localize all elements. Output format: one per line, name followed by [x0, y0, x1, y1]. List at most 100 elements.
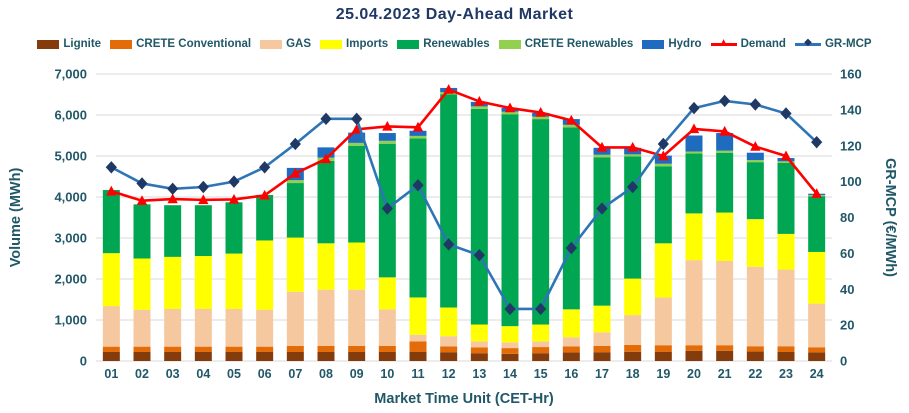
- bar-segment-lignite: [624, 351, 642, 361]
- demand-marker: [136, 195, 148, 205]
- bar-segment-crete-renewables: [378, 140, 396, 144]
- x-axis-tick: 06: [258, 367, 272, 381]
- bar-segment-hydro: [746, 152, 764, 161]
- x-axis-tick: 09: [350, 367, 364, 381]
- x-axis-tick: 23: [779, 367, 793, 381]
- demand-marker: [412, 121, 424, 132]
- bar-segment-crete-conventional: [256, 346, 274, 352]
- legend-marker-icon: ▲: [718, 37, 729, 48]
- bar-segment-renewables: [654, 166, 672, 244]
- bar-segment-lignite: [777, 351, 795, 361]
- bar-segment-renewables: [133, 204, 151, 259]
- gr-mcp-marker: [228, 175, 240, 188]
- bar-segment-gas: [440, 336, 458, 347]
- demand-marker: [443, 84, 454, 94]
- x-axis-tick: 02: [135, 367, 149, 381]
- bar-segment-imports: [746, 219, 764, 267]
- bar-segment-imports: [593, 305, 611, 333]
- bar-segment-renewables: [194, 205, 212, 257]
- bar-segment-gas: [562, 337, 580, 347]
- legend-swatch-icon: [498, 39, 521, 49]
- bar-segment-crete-renewables: [532, 116, 550, 120]
- demand-marker: [198, 194, 209, 205]
- bar-segment-crete-conventional: [808, 347, 826, 353]
- x-axis-tick: 14: [503, 367, 517, 381]
- bar-segment-renewables: [440, 94, 458, 308]
- bar-segment-renewables: [470, 108, 488, 325]
- bar-segment-lignite: [256, 351, 274, 361]
- bar-segment-renewables: [409, 138, 427, 298]
- legend-item-hydro: Hydro: [642, 38, 702, 50]
- legend-item-gas: GAS: [260, 38, 311, 50]
- bar-segment-imports: [440, 307, 458, 337]
- bar-segment-lignite: [317, 351, 335, 361]
- bar-segment-crete-conventional: [286, 345, 304, 352]
- bar-segment-imports: [532, 324, 550, 342]
- demand-marker: [259, 189, 270, 200]
- demand-marker: [167, 193, 178, 204]
- x-axis-tick: 20: [687, 367, 701, 381]
- bar-segment-lignite: [286, 351, 304, 361]
- bar-segment-lignite: [654, 351, 672, 361]
- y-axis-tick-right: 160: [840, 67, 862, 82]
- demand-marker: [750, 141, 761, 151]
- gr-mcp-marker: [259, 161, 271, 174]
- legend-swatch-icon: [642, 39, 665, 49]
- gr-mcp-marker: [780, 107, 792, 120]
- gr-mcp-marker: [535, 302, 547, 316]
- x-axis-tick: 12: [442, 367, 456, 381]
- x-axis-tick: 05: [227, 367, 241, 381]
- legend-label: CRETE Renewables: [524, 38, 634, 50]
- bar-segment-crete-renewables: [624, 154, 642, 157]
- legend-item-demand: ▲ Demand: [710, 37, 786, 50]
- plot-area: 01,0002,0003,0004,0005,0006,0007,0000204…: [8, 67, 898, 408]
- bar-segment-gas: [225, 308, 243, 347]
- bar-segment-renewables: [808, 196, 826, 252]
- bar-segment-crete-conventional: [164, 346, 182, 352]
- gr-mcp-marker: [351, 112, 363, 126]
- bar-segment-gas: [409, 334, 427, 342]
- demand-marker: [719, 125, 730, 136]
- x-axis-tick: 08: [319, 367, 333, 381]
- bar-segment-renewables: [225, 202, 243, 254]
- demand-marker: [535, 107, 546, 117]
- bar-segment-imports: [501, 326, 519, 343]
- bar-segment-imports: [194, 256, 212, 309]
- gr-mcp-marker: [657, 137, 669, 151]
- legend-swatch-icon: [320, 39, 343, 49]
- bar-segment-renewables: [716, 152, 734, 213]
- demand-marker: [474, 95, 485, 106]
- bar-segment-lignite: [470, 353, 488, 361]
- gr-mcp-line: [110, 99, 818, 311]
- legend-item-lignite: Lignite: [37, 38, 101, 50]
- bar-segment-crete-renewables: [409, 135, 427, 139]
- gr-mcp-marker: [473, 248, 485, 262]
- bar-segment-gas: [378, 309, 396, 346]
- demand-marker: [780, 150, 792, 161]
- bar-segment-crete-conventional: [348, 345, 366, 352]
- legend-label: GAS: [286, 38, 312, 50]
- bar-segment-crete-conventional: [194, 346, 212, 352]
- bar-segment-imports: [409, 297, 427, 335]
- gr-mcp-marker: [105, 161, 117, 174]
- x-axis-tick: 19: [656, 367, 670, 381]
- demand-marker: [351, 123, 362, 134]
- legend-swatch-icon: [397, 39, 420, 49]
- gr-mcp-marker: [167, 182, 179, 195]
- gr-mcp-marker: [412, 179, 424, 192]
- bar-segment-crete-conventional: [102, 346, 120, 352]
- bar-segment-gas: [194, 308, 212, 347]
- demand-line: [110, 88, 818, 202]
- bar-segment-lignite: [501, 353, 519, 361]
- bar-segment-renewables: [102, 190, 120, 254]
- legend-label: Renewables: [423, 38, 490, 50]
- x-axis-tick: 01: [104, 367, 118, 381]
- bar-segment-imports: [685, 213, 703, 261]
- x-axis-tick: 21: [718, 367, 732, 381]
- bar-segment-gas: [256, 309, 274, 347]
- y-axis-tick-left: 6,000: [54, 108, 87, 123]
- demand-marker: [504, 102, 516, 113]
- y-axis-tick-left: 4,000: [54, 190, 87, 205]
- legend-label: Lignite: [63, 38, 102, 50]
- bar-segment-gas: [685, 260, 703, 346]
